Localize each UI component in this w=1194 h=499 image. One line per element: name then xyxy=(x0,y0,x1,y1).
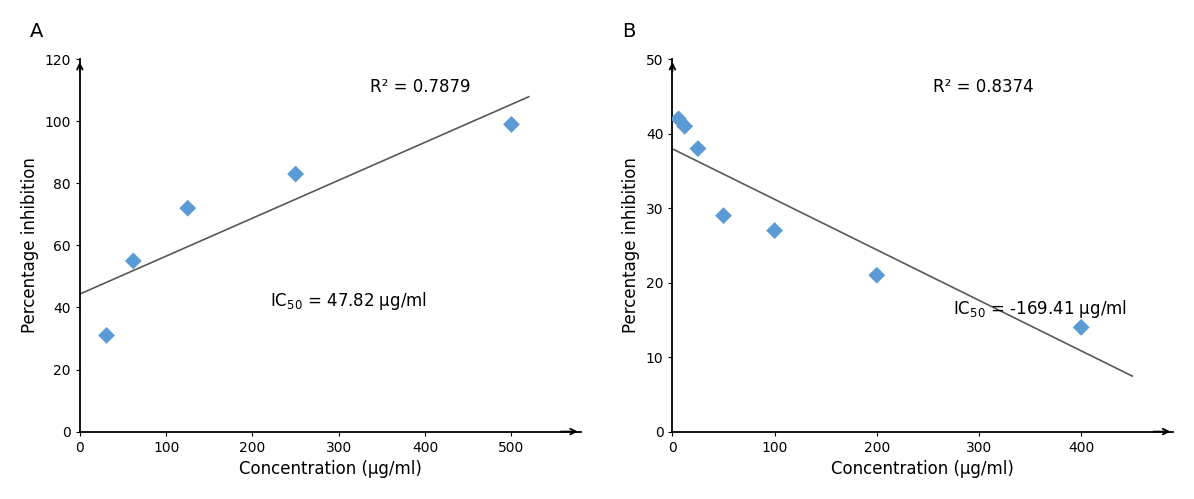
Text: $\mathrm{IC}_{50}$ = 47.82 μg/ml: $\mathrm{IC}_{50}$ = 47.82 μg/ml xyxy=(270,290,427,312)
Text: R² = 0.8374: R² = 0.8374 xyxy=(933,78,1034,96)
Y-axis label: Percentage inhibition: Percentage inhibition xyxy=(622,158,640,333)
Point xyxy=(501,120,521,128)
Point xyxy=(765,227,784,235)
Y-axis label: Percentage inhibition: Percentage inhibition xyxy=(20,158,39,333)
Point xyxy=(124,257,143,265)
Point xyxy=(675,122,694,130)
Point xyxy=(669,115,688,123)
Point xyxy=(689,145,708,153)
Text: R² = 0.7879: R² = 0.7879 xyxy=(370,78,470,96)
Text: $\mathrm{IC}_{50}$ = -169.41 μg/ml: $\mathrm{IC}_{50}$ = -169.41 μg/ml xyxy=(953,297,1127,319)
Text: A: A xyxy=(30,22,43,41)
X-axis label: Concentration (μg/ml): Concentration (μg/ml) xyxy=(239,460,421,478)
Point xyxy=(97,331,116,339)
Point xyxy=(867,271,886,279)
Text: B: B xyxy=(622,22,635,41)
Point xyxy=(714,212,733,220)
Point xyxy=(178,204,197,212)
Point xyxy=(287,170,306,178)
X-axis label: Concentration (μg/ml): Concentration (μg/ml) xyxy=(831,460,1014,478)
Point xyxy=(1072,323,1091,331)
